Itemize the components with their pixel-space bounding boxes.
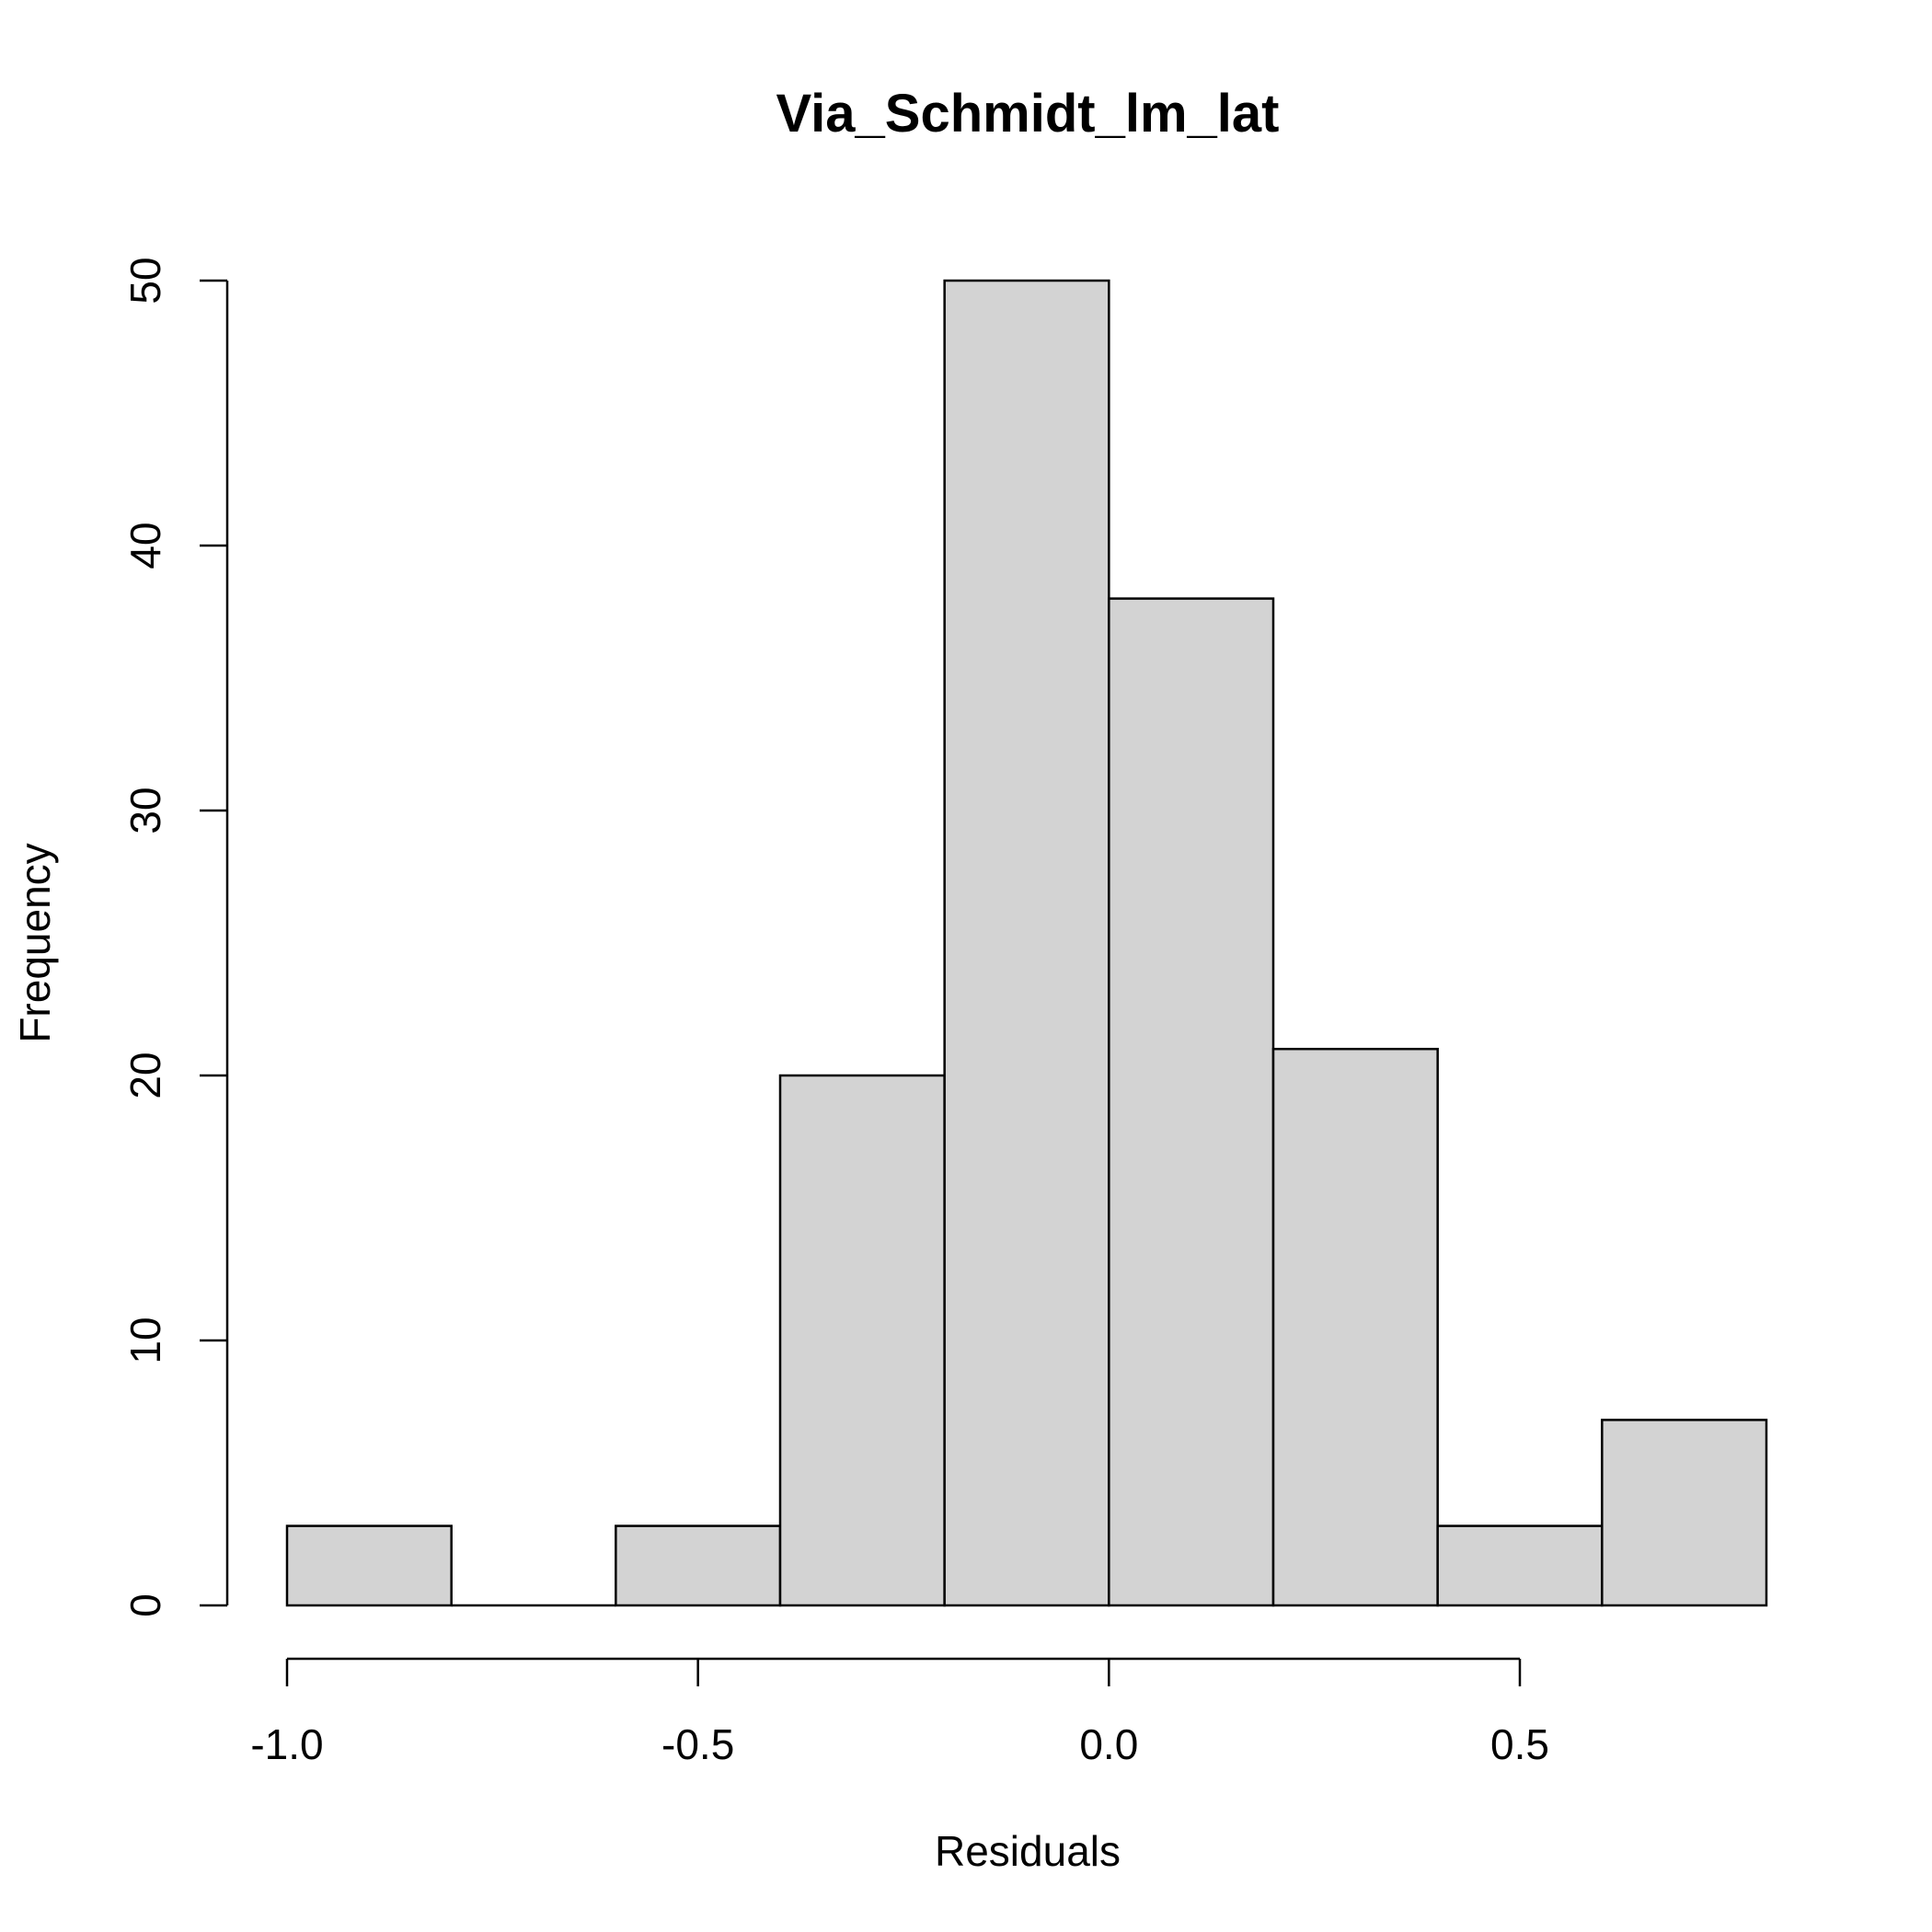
histogram-bar-0 [285,1524,453,1607]
x-axis: -1.0 -0.5 0.0 0.5 [250,1657,1549,1768]
y-tick-label-0: 0 [121,1593,169,1617]
x-tick-label-1: -0.5 [661,1720,734,1768]
x-axis-label: Residuals [935,1827,1121,1875]
x-tick-label-2: 0.0 [1079,1720,1138,1768]
x-tick-label-0: -1.0 [250,1720,323,1768]
y-tick-label-2: 20 [121,1052,169,1098]
y-axis: 0 10 20 30 40 50 [121,257,229,1617]
histogram-bar-4 [943,279,1110,1607]
chart-title: Via_Schmidt_lm_lat [776,84,1280,144]
histogram-bar-5 [1108,597,1275,1607]
y-axis-label: Frequency [11,843,59,1042]
y-tick-label-1: 10 [121,1317,169,1363]
x-tick-label-3: 0.5 [1490,1720,1549,1768]
y-tick-label-5: 50 [121,257,169,304]
histogram-bar-6 [1271,1047,1439,1607]
histogram-bar-3 [778,1074,946,1607]
histogram-bar-8 [1601,1419,1768,1607]
y-tick-label-3: 30 [121,787,169,834]
y-tick-label-4: 40 [121,522,169,569]
histogram-bar-7 [1436,1524,1604,1607]
histogram-bar-2 [615,1524,782,1607]
bars-group [285,279,1768,1607]
